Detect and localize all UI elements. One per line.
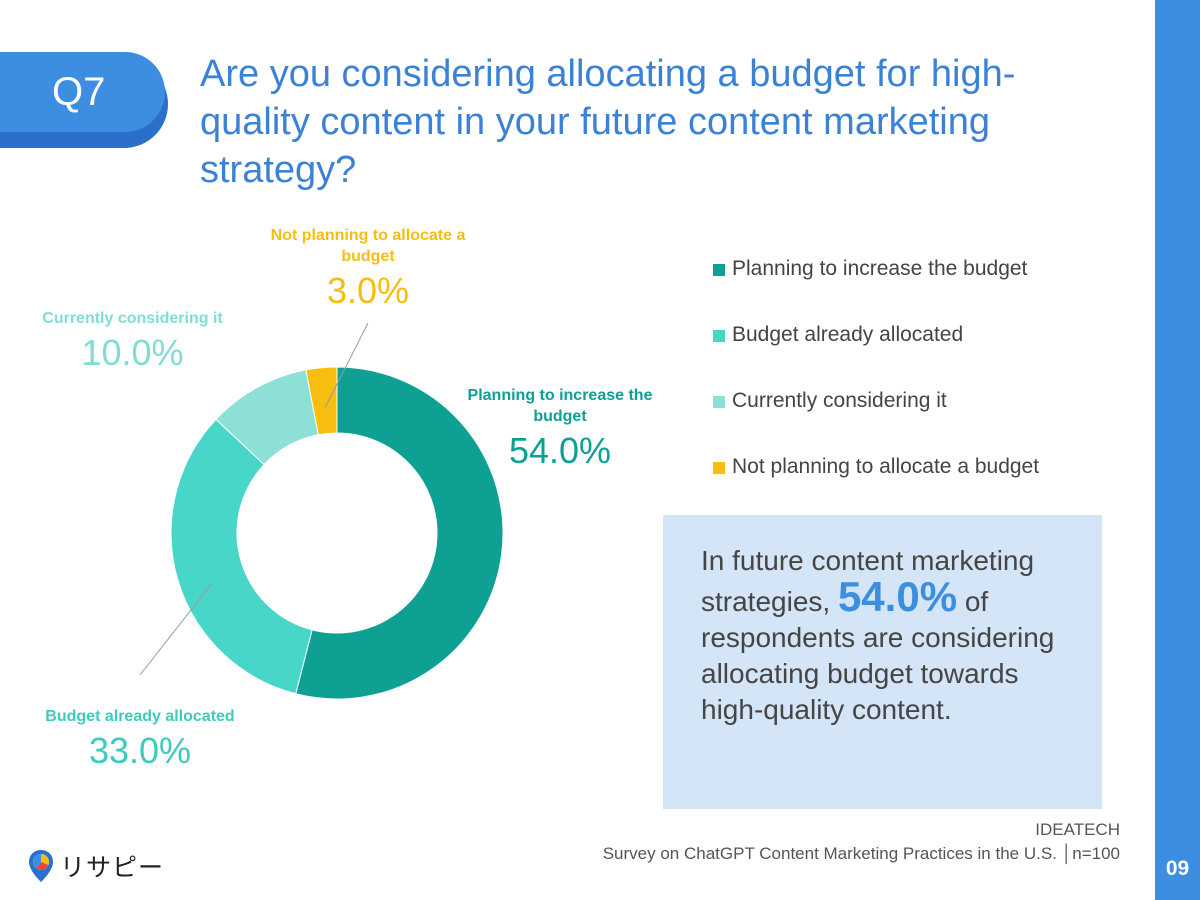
source-survey: Survey on ChatGPT Content Marketing Prac…	[602, 844, 1057, 863]
slice-label-increase-name: Planning to increase the budget	[467, 387, 653, 425]
slice-label-allocated-name: Budget already allocated	[45, 708, 235, 725]
callout-text-after: of respondents are considering allocatin…	[701, 586, 1055, 725]
slice-label-considering: Currently considering it 10.0%	[30, 308, 235, 375]
slice-allocated	[170, 418, 313, 695]
legend-item-not-planning: Not planning to allocate a budget	[713, 453, 1039, 519]
slice-label-considering-name: Currently considering it	[42, 310, 223, 327]
legend-label-allocated: Budget already allocated	[732, 323, 964, 346]
legend-item-allocated: Budget already allocated	[713, 321, 1039, 387]
legend-item-considering: Currently considering it	[713, 387, 1039, 453]
logo-text: リサピー	[60, 854, 165, 882]
legend-swatch-not-planning	[713, 462, 725, 474]
source-organization: IDEATECH	[1035, 820, 1120, 839]
slice-label-not-planning: Not planning to allocate a budget 3.0%	[262, 225, 474, 313]
source-citation: IDEATECH Survey on ChatGPT Content Marke…	[603, 818, 1120, 866]
slice-increase	[295, 366, 504, 700]
legend-label-not-planning: Not planning to allocate a budget	[732, 455, 1040, 478]
pin-icon	[29, 850, 53, 882]
legend-label-considering: Currently considering it	[732, 389, 947, 412]
legend-swatch-increase	[713, 264, 725, 276]
page-number: 09	[1165, 857, 1190, 880]
slice-label-not-planning-value: 3.0%	[326, 270, 410, 311]
callout-highlight: 54.0%	[837, 573, 958, 620]
slice-not-planning	[305, 366, 338, 436]
leader-line-allocated	[139, 584, 212, 676]
slice-label-increase: Planning to increase the budget 54.0%	[455, 385, 665, 473]
slice-label-allocated: Budget already allocated 33.0%	[30, 706, 250, 773]
summary-callout: In future content marketing strategies, …	[663, 515, 1102, 809]
source-survey-line: Survey on ChatGPT Content Marketing Prac…	[603, 842, 1120, 866]
slice-label-not-planning-name: Not planning to allocate a budget	[270, 227, 466, 265]
legend-swatch-allocated	[713, 330, 725, 342]
slice-label-considering-value: 10.0%	[81, 332, 184, 373]
slice-label-increase-value: 54.0%	[508, 430, 612, 471]
legend-swatch-considering	[713, 396, 725, 408]
right-accent-bar	[1155, 0, 1200, 900]
source-sample: n=100	[1072, 844, 1120, 863]
chart-legend: Planning to increase the budget Budget a…	[713, 255, 1039, 519]
legend-item-increase: Planning to increase the budget	[713, 255, 1039, 321]
question-badge: Q7	[0, 52, 165, 132]
page-title: Are you considering allocating a budget …	[200, 53, 1016, 191]
source-separator: │	[1061, 844, 1073, 863]
slice-label-allocated-value: 33.0%	[88, 730, 192, 771]
legend-label-increase: Planning to increase the budget	[732, 257, 1028, 280]
brand-logo: リサピー	[28, 848, 164, 884]
leader-line-not-planning	[324, 322, 369, 408]
callout-text-before: In future content marketing strategies,	[701, 545, 1035, 617]
